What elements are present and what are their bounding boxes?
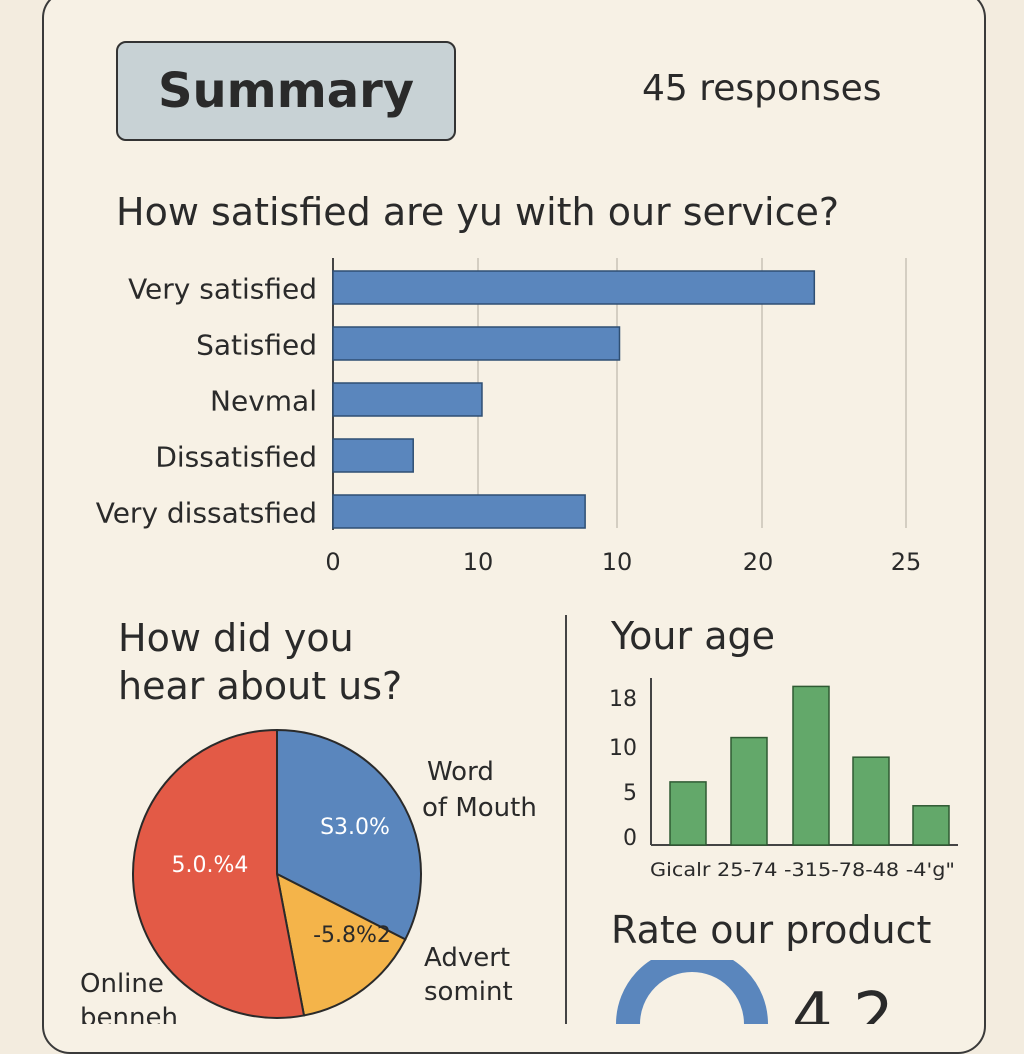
age-bar-3 — [852, 756, 890, 846]
heard-pie-chart: S3.0% Word of Mouth -5.8%2 Advert somint 5.0.%… — [80, 728, 537, 1024]
response-count: 45 responses — [642, 68, 882, 109]
summary-label: Summary — [157, 63, 415, 119]
sat-bar-0 — [332, 270, 816, 305]
rating-gauge: 4.2 — [616, 960, 894, 1024]
sat-bar-4 — [332, 494, 586, 529]
sat-tick-label-0: 0 — [325, 548, 340, 576]
sat-tick-label-2: 10 — [602, 548, 633, 576]
sat-tick-label-1: 10 — [463, 548, 494, 576]
pie-data-label-2: 5.0.%4 — [172, 853, 249, 878]
sat-category-label-2: Nevmal — [210, 385, 317, 418]
age-bar-chart: 0 5 10 18 Gicalr 25-74 -315-78-48 -4'g" — [609, 678, 958, 881]
pie-legend-label-0-line2: of Mouth — [422, 793, 537, 823]
pie-legend-label-1-line1: Advert — [424, 943, 510, 973]
section-divider — [565, 615, 567, 1024]
pie-legend-label-2-line2: benneh — [80, 1003, 178, 1024]
age-y-tick-label-0: 0 — [623, 826, 637, 851]
pie-slice-2 — [132, 728, 306, 1019]
heard-title-line2: hear about us? — [118, 664, 403, 708]
pie-legend-label-0-line1: Word — [427, 757, 494, 787]
age-bar-4 — [912, 805, 950, 846]
rate-question-title: Rate our product — [611, 908, 932, 952]
sat-tick-label-4: 25 — [891, 548, 922, 576]
heard-title-line1: How did you — [118, 616, 354, 660]
sat-tick-label-3: 20 — [743, 548, 774, 576]
age-bar-2 — [792, 685, 830, 846]
age-bar-0 — [669, 781, 707, 846]
sat-category-label-3: Dissatisfied — [155, 441, 317, 474]
pie-data-label-0: S3.0% — [320, 815, 390, 840]
age-bar-1 — [730, 736, 768, 846]
sat-category-label-0: Very satisfied — [128, 273, 317, 306]
pie-data-label-1: -5.8%2 — [313, 923, 391, 948]
age-y-tick-label-3: 18 — [609, 687, 637, 712]
rating-gauge-arc — [616, 960, 768, 1024]
rating-value: 4.2 — [792, 980, 894, 1024]
satisfaction-question-title: How satisfied are yu with our service? — [116, 190, 840, 234]
summary-tab[interactable]: Summary — [116, 41, 456, 141]
sat-category-label-1: Satisfied — [196, 329, 317, 362]
age-question-title: Your age — [611, 614, 775, 658]
age-y-tick-label-1: 5 — [623, 781, 637, 806]
sat-bar-2 — [332, 382, 483, 417]
pie-slice-1 — [275, 872, 407, 1017]
sat-bar-1 — [332, 326, 621, 361]
pie-legend-label-1-line2: somint — [424, 977, 513, 1007]
age-y-tick-label-2: 10 — [609, 736, 637, 761]
sat-category-label-4: Very dissatsfied — [96, 497, 317, 530]
age-x-tick-labels: Gicalr 25-74 -315-78-48 -4'g" — [650, 859, 955, 881]
pie-slice-0 — [276, 728, 422, 941]
sat-bar-3 — [332, 438, 414, 473]
satisfaction-chart: Very satisfied Satisfied Nevmal Dissatisfie… — [96, 258, 922, 576]
heard-question-title: How did you hear about us? — [118, 614, 538, 710]
pie-legend-label-2-line1: Online — [80, 969, 164, 999]
